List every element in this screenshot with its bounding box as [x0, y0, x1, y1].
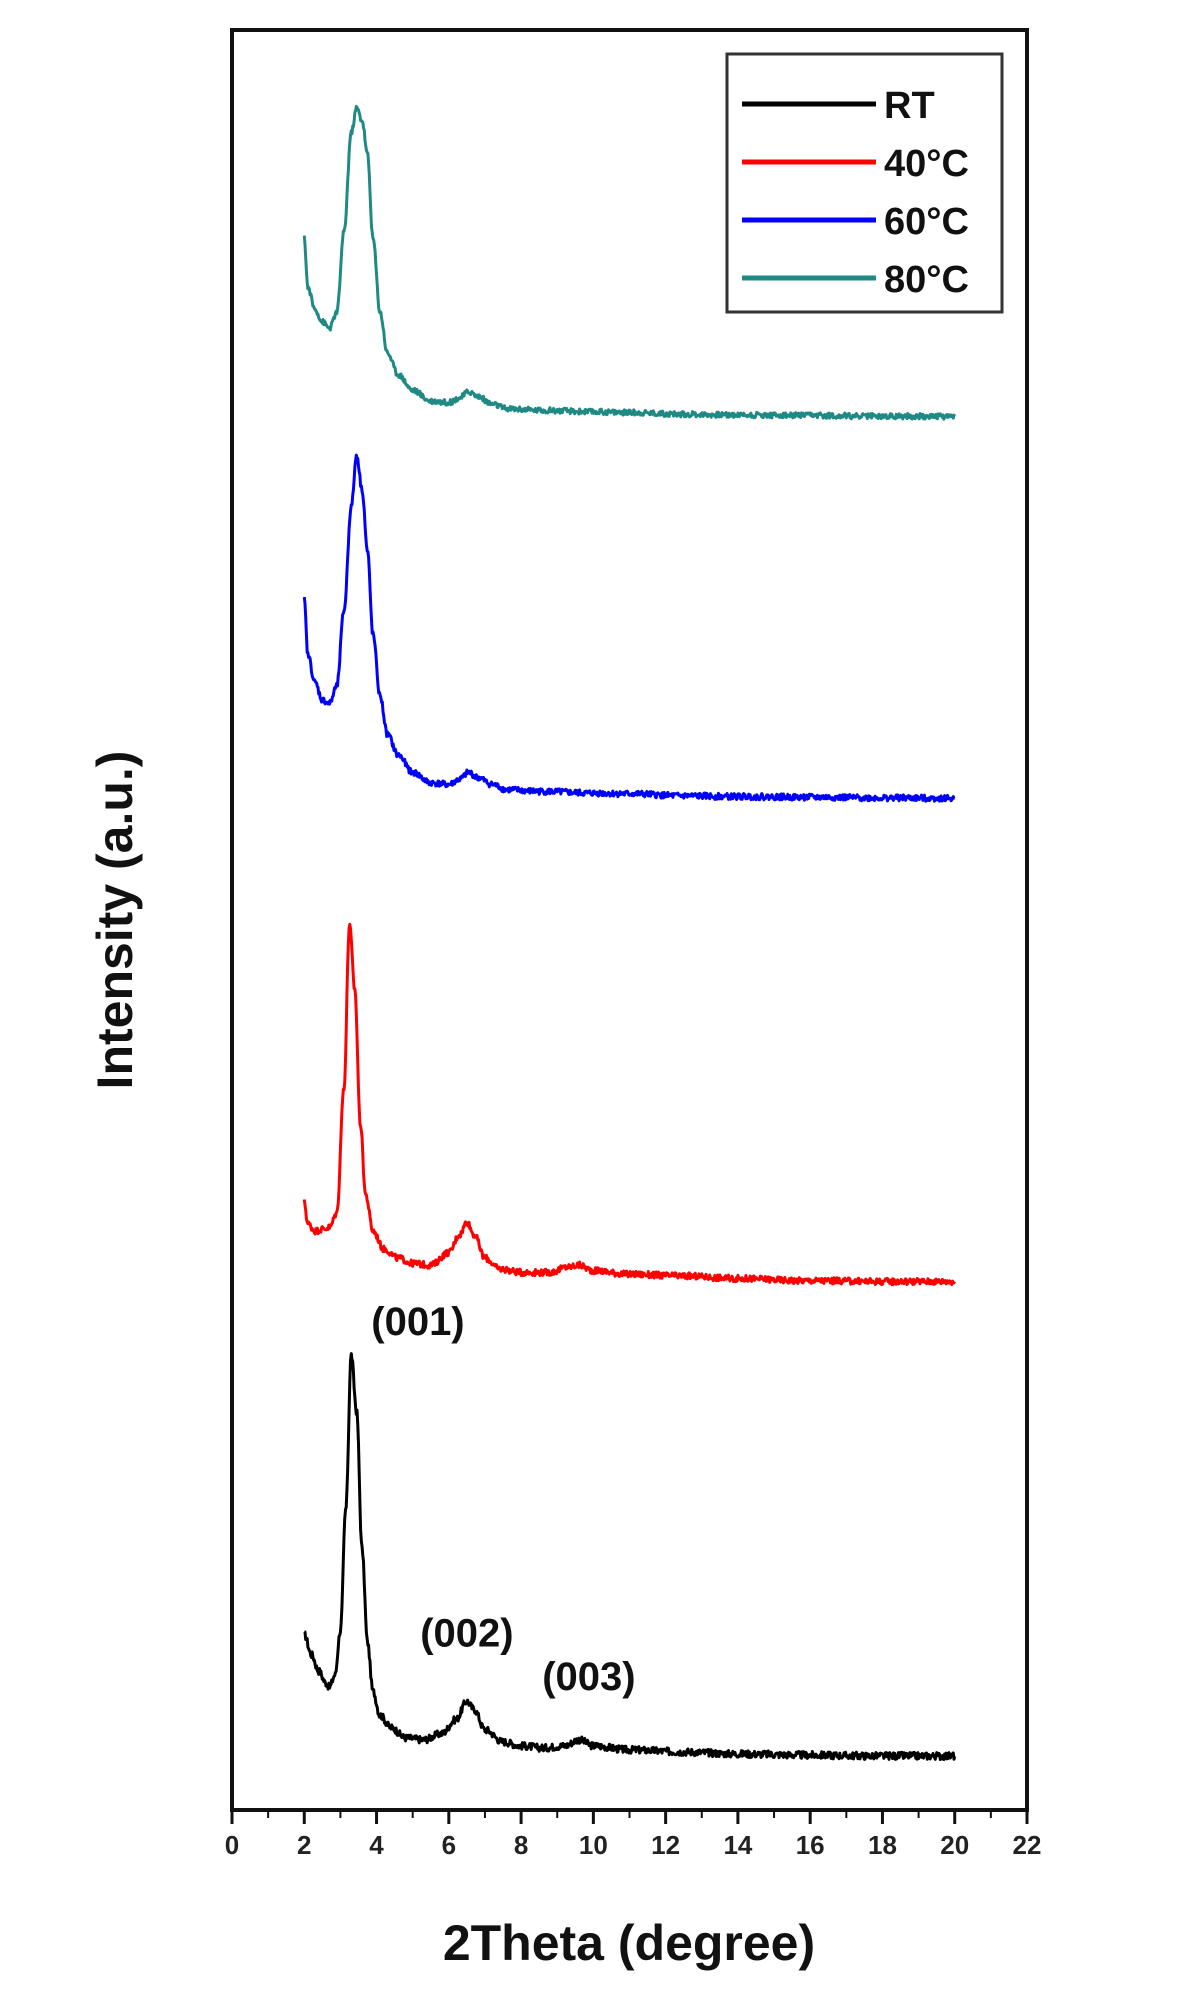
- legend: RT 40°C 60°C 80°C: [725, 52, 1004, 314]
- peak-label: (003): [542, 1655, 635, 1699]
- y-axis-title: Intensity (a.u.): [87, 751, 143, 1090]
- peak-label: (002): [420, 1611, 513, 1655]
- legend-box: [725, 52, 1004, 314]
- peak-label: (001): [371, 1300, 464, 1344]
- x-tick-label: 20: [940, 1830, 969, 1860]
- series-line-80c: [302, 104, 956, 421]
- series-line-40c: [302, 922, 956, 1287]
- x-tick-label: 12: [651, 1830, 680, 1860]
- x-tick-label: 6: [442, 1830, 456, 1860]
- x-tick-label: 4: [369, 1830, 384, 1860]
- x-tick-label: 2: [297, 1830, 311, 1860]
- x-tick-label: 18: [868, 1830, 897, 1860]
- legend-items: RT 40°C 60°C 80°C: [742, 85, 969, 301]
- x-tick-label: 22: [1013, 1830, 1042, 1860]
- x-tick-label: 8: [514, 1830, 528, 1860]
- x-tick-label: 0: [225, 1830, 239, 1860]
- annotation-layer: (001) (002) (003): [371, 1300, 635, 1699]
- series-layer: [302, 104, 957, 1761]
- legend-label: 80°C: [884, 259, 969, 301]
- x-tick-label: 16: [796, 1830, 825, 1860]
- legend-label: 40°C: [884, 143, 969, 185]
- x-axis-ticks: 0 2 4 6 8 10 12 14 16 18 20 22: [225, 1810, 1042, 1860]
- legend-label: RT: [884, 85, 935, 127]
- x-tick-label: 10: [579, 1830, 608, 1860]
- series-line-rt: [303, 1352, 957, 1761]
- x-tick-label: 14: [723, 1830, 752, 1860]
- x-axis-title: 2Theta (degree): [443, 1915, 815, 1971]
- series-line-60c: [302, 453, 956, 803]
- legend-label: 60°C: [884, 201, 969, 243]
